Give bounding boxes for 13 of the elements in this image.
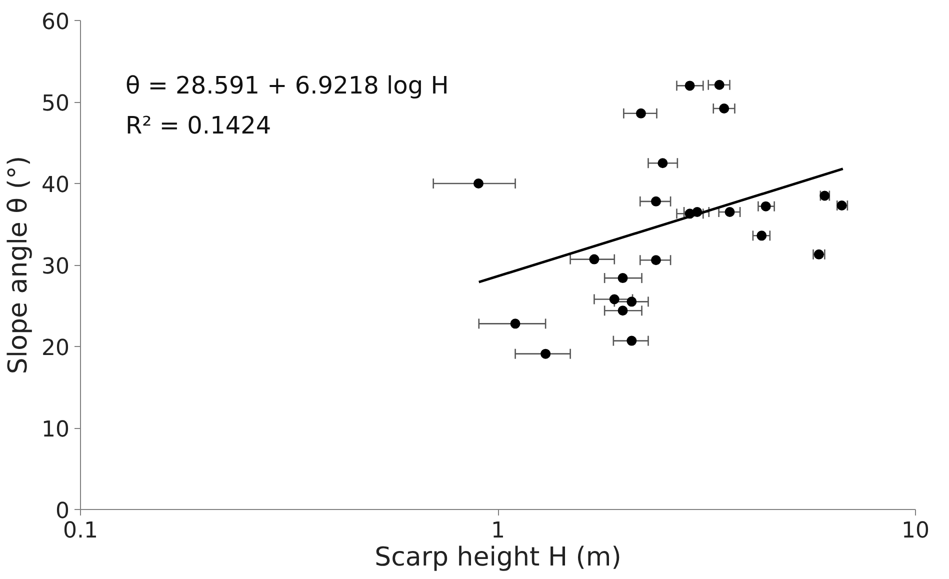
x-tick-label: 1 — [491, 518, 505, 544]
y-tick-label: 10 — [42, 418, 70, 442]
y-tick-label: 40 — [42, 173, 70, 198]
y-tick-label: 20 — [42, 336, 70, 361]
x-axis-title: Scarp height H (m) — [374, 542, 622, 572]
annotation: R² = 0.1424 — [126, 112, 272, 140]
y-tick-label: 30 — [42, 254, 70, 280]
annotation: θ = 28.591 + 6.9218 log H — [126, 72, 449, 100]
x-tick-label: 0.1 — [63, 518, 98, 544]
y-tick-label: 60 — [42, 10, 70, 35]
y-axis-title: Slope angle θ (°) — [4, 156, 34, 374]
y-tick-label: 50 — [42, 92, 70, 116]
x-tick-label: 10 — [902, 518, 930, 544]
